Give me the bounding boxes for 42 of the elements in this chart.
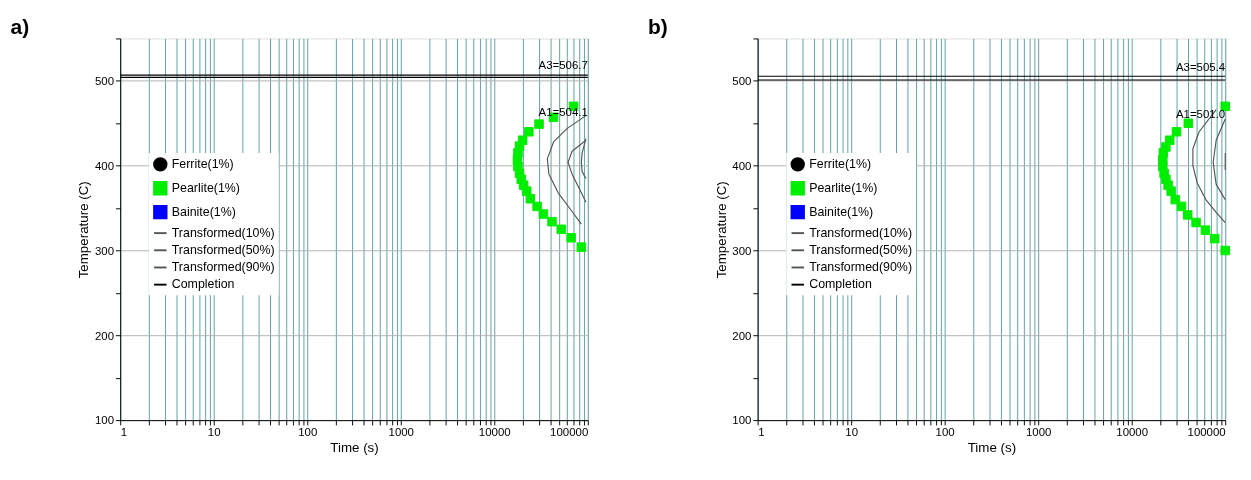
x-tick-label: 1000 bbox=[1025, 425, 1052, 438]
y-tick-label: 400 bbox=[732, 159, 752, 172]
y-tick-label: 200 bbox=[732, 329, 752, 342]
legend-label: Transformed(10%) bbox=[171, 225, 275, 240]
y-axis-title: Temperature (C) bbox=[713, 181, 729, 279]
legend-label: Transformed(90%) bbox=[809, 260, 913, 275]
x-tick-label: 1000 bbox=[388, 425, 414, 438]
y-tick-label: 100 bbox=[732, 414, 752, 427]
x-tick-label: 10000 bbox=[478, 425, 511, 438]
y-tick-label: 500 bbox=[732, 75, 752, 88]
legend-label: Pearlite(1%) bbox=[171, 181, 240, 196]
y-tick-label: 500 bbox=[94, 75, 115, 88]
chart-title: b) bbox=[647, 14, 668, 38]
x-tick-label: 10000 bbox=[1116, 425, 1149, 438]
y-axis-title: Temperature (C) bbox=[76, 181, 92, 279]
legend-label: Transformed(90%) bbox=[171, 260, 275, 275]
y-tick-label: 400 bbox=[94, 159, 115, 172]
legend-label: Pearlite(1%) bbox=[809, 181, 878, 196]
chart-title: a) bbox=[10, 14, 30, 38]
legend-label: Ferrite(1%) bbox=[171, 157, 234, 172]
legend-label: Transformed(10%) bbox=[809, 225, 913, 240]
legend-label: Bainite(1%) bbox=[171, 204, 236, 219]
y-tick-label: 300 bbox=[732, 244, 752, 257]
x-tick-label: 10 bbox=[845, 425, 859, 438]
x-tick-label: 10 bbox=[207, 425, 221, 438]
x-axis-title: Time (s) bbox=[967, 440, 1017, 456]
legend-label: Transformed(50%) bbox=[809, 243, 913, 258]
x-tick-label: 100 bbox=[298, 425, 318, 438]
legend-label: Bainite(1%) bbox=[809, 204, 874, 219]
legend-label: Completion bbox=[171, 277, 235, 292]
legend-label: Completion bbox=[809, 277, 872, 292]
y-tick-label: 100 bbox=[94, 414, 115, 427]
legend-label: Transformed(50%) bbox=[171, 243, 275, 258]
x-tick-label: 1 bbox=[758, 425, 765, 438]
x-axis-title: Time (s) bbox=[330, 440, 379, 456]
x-tick-label: 100 bbox=[935, 425, 955, 438]
x-tick-label: 100000 bbox=[1187, 425, 1226, 438]
x-tick-label: 100000 bbox=[550, 425, 589, 438]
y-tick-label: 200 bbox=[94, 329, 115, 342]
x-tick-label: 1 bbox=[120, 425, 128, 438]
y-tick-label: 300 bbox=[94, 244, 115, 257]
legend-label: Ferrite(1%) bbox=[809, 157, 872, 172]
